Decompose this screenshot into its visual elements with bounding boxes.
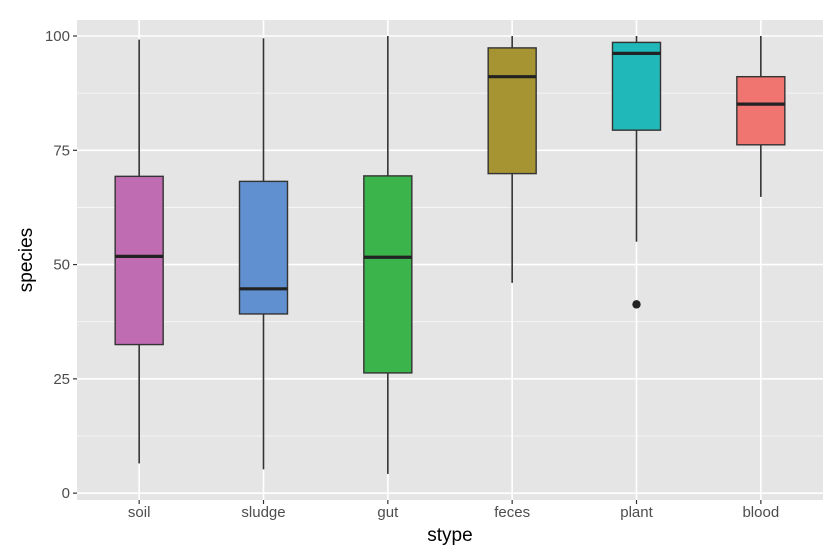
box-iqr: [238, 180, 289, 315]
boxes-layer: [114, 36, 786, 474]
outlier-point: [632, 300, 641, 309]
x-axis-title: stype: [427, 525, 472, 546]
y-tick-label: 75: [53, 142, 70, 159]
y-axis-title: species: [16, 228, 37, 292]
y-tick-label: 0: [62, 485, 70, 502]
x-tick-label-blood: blood: [742, 504, 779, 521]
box-sludge: [238, 38, 289, 470]
x-tick-label-plant: plant: [620, 504, 653, 521]
x-tick-label-feces: feces: [494, 504, 530, 521]
box-iqr: [611, 41, 662, 131]
x-tick-label-soil: soil: [128, 504, 151, 521]
y-axis: 0 25 50 75 100: [45, 28, 77, 502]
y-tick-label: 50: [53, 257, 70, 274]
y-tick-label: 25: [53, 371, 70, 388]
box-iqr: [487, 47, 537, 175]
box-iqr: [114, 175, 164, 346]
x-axis: soil sludge gut feces plant blood: [128, 500, 779, 521]
x-tick-label-gut: gut: [377, 504, 399, 521]
x-tick-label-sludge: sludge: [241, 504, 285, 521]
box-plant: [611, 36, 662, 309]
y-tick-label: 100: [45, 28, 70, 45]
box-iqr: [363, 175, 413, 374]
box-iqr: [736, 75, 786, 146]
minor-gridlines: [77, 92, 823, 437]
box-soil: [114, 39, 164, 464]
box-feces: [487, 36, 537, 283]
plot-panel: [77, 20, 823, 500]
box-gut: [363, 36, 413, 474]
box-blood: [736, 36, 786, 197]
